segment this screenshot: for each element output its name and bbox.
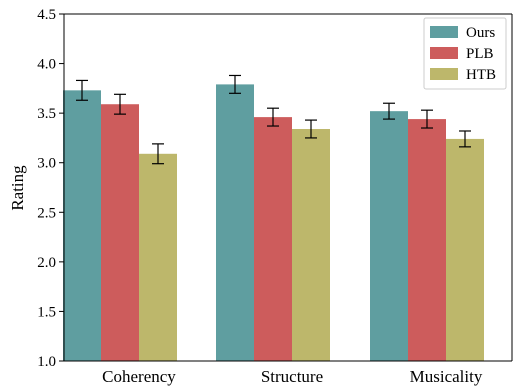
x-category-label: Structure: [261, 367, 323, 386]
legend-swatch: [430, 47, 458, 59]
bar-plb-musicality: [408, 119, 446, 361]
errorbar-plb-coherency: [114, 93, 126, 115]
y-tick-label: 3.5: [37, 106, 56, 122]
errorbar-ours-structure: [229, 74, 241, 94]
errorbar-ours-coherency: [76, 79, 88, 101]
legend-item-htb: HTB: [430, 67, 496, 83]
bar-htb-musicality: [446, 138, 484, 361]
legend-label: Ours: [466, 25, 495, 41]
y-tick-label: 4.0: [37, 57, 56, 73]
legend-swatch: [430, 68, 458, 80]
x-category-label: Musicality: [410, 367, 483, 386]
legend: Ours PLB HTB: [423, 17, 507, 90]
y-tick-label: 2.5: [37, 205, 56, 221]
axes-layer: [63, 13, 513, 362]
y-tick-label: 4.5: [37, 7, 56, 23]
legend-label: HTB: [466, 67, 496, 83]
legend-swatch: [430, 26, 458, 38]
bar-ours-musicality: [370, 111, 408, 361]
legend-item-ours: Ours: [430, 25, 495, 41]
x-category-labels: Coherency Structure Musicality: [102, 367, 483, 386]
y-axis-title: Rating: [8, 165, 27, 211]
y-tick-label: 3.0: [37, 156, 56, 172]
errorbar-htb-coherency: [152, 143, 164, 165]
errorbars-layer: [76, 74, 471, 165]
errorbar-plb-structure: [267, 107, 279, 127]
bars-layer: [63, 84, 484, 362]
bar-ours-coherency: [63, 90, 101, 361]
bar-ours-structure: [216, 84, 254, 362]
errorbar-htb-musicality: [459, 130, 471, 148]
bar-htb-structure: [292, 129, 330, 361]
y-tick-label: 1.0: [37, 354, 56, 370]
bar-htb-coherency: [139, 153, 177, 361]
legend-label: PLB: [466, 46, 494, 62]
bar-plb-structure: [254, 117, 292, 361]
x-category-label: Coherency: [102, 367, 176, 386]
bar-plb-coherency: [101, 104, 139, 361]
errorbar-htb-structure: [305, 119, 317, 139]
y-tick-label: 1.5: [37, 304, 56, 320]
y-tick-label: 2.0: [37, 255, 56, 271]
y-ticks: 1.0 1.5 2.0 2.5 3.0 3.5 4.0 4.5: [37, 7, 64, 370]
legend-item-plb: PLB: [430, 46, 494, 62]
errorbar-plb-musicality: [421, 109, 433, 129]
errorbar-ours-musicality: [383, 102, 395, 120]
